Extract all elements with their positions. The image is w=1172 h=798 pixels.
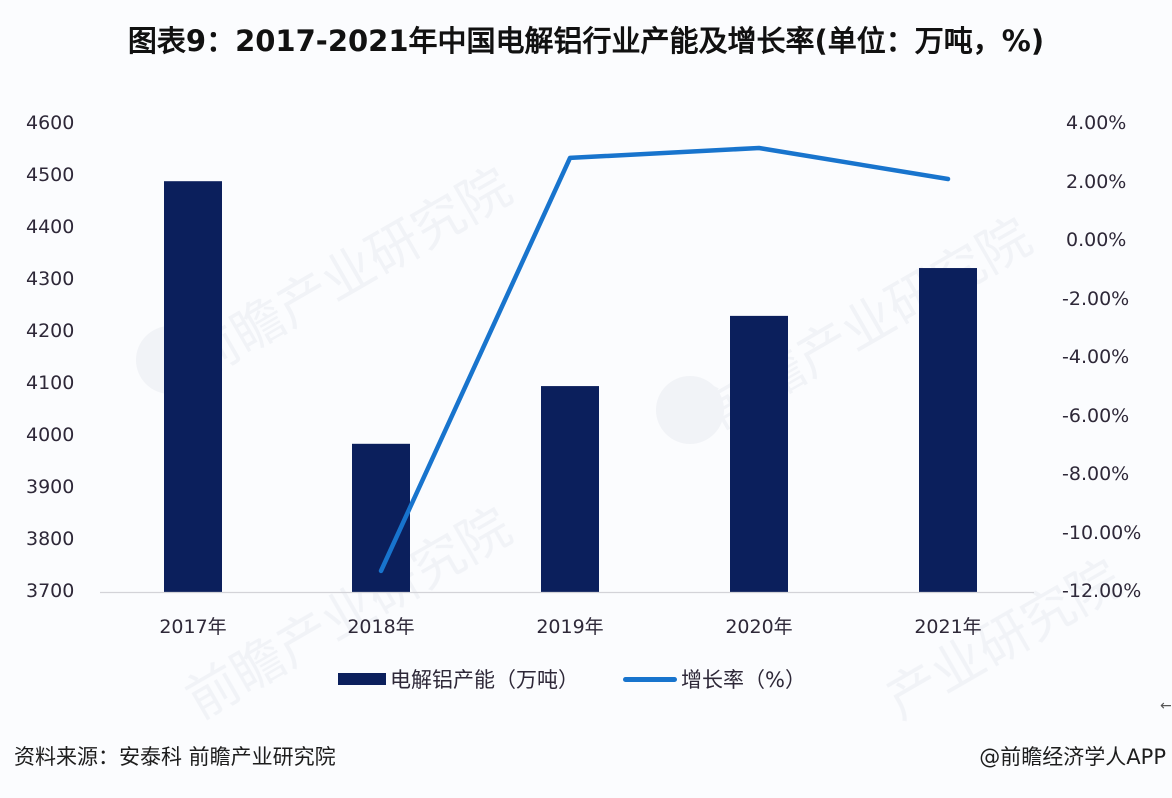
y-right-tick: -2.00% <box>1062 288 1130 310</box>
watermark: 前瞻产业研究院 前瞻产业研究院 前瞻产业研究院 产业研究院 <box>136 157 1132 731</box>
source-note: 资料来源：安泰科 前瞻产业研究院 <box>14 745 336 769</box>
y-left-tick: 4100 <box>26 372 75 394</box>
y-right-tick: -4.00% <box>1062 346 1130 368</box>
y-left-tick: 4300 <box>26 268 75 290</box>
y-right-tick: -10.00% <box>1062 522 1142 544</box>
bar <box>730 315 788 592</box>
y-left-tick: 4000 <box>26 424 75 446</box>
bar-series <box>164 181 977 592</box>
back-arrow-icon[interactable]: ← <box>1160 698 1172 714</box>
bar <box>541 386 599 592</box>
legend-label: 增长率（%） <box>681 668 806 692</box>
y-left-tick: 4400 <box>26 216 75 238</box>
y-right-tick: -6.00% <box>1062 405 1130 427</box>
x-tick: 2017年 <box>159 616 227 638</box>
legend-item-growth[interactable]: 增长率（%） <box>623 664 806 694</box>
x-tick: 2019年 <box>536 616 604 638</box>
credit-note: @前瞻经济学人APP <box>979 745 1166 769</box>
growth-rate-line <box>378 145 951 574</box>
x-tick: 2018年 <box>347 616 415 638</box>
bar <box>164 181 222 592</box>
x-tick: 2020年 <box>725 616 793 638</box>
y-right-tick: 0.00% <box>1066 229 1127 251</box>
y-left-tick: 3700 <box>26 580 75 602</box>
svg-text:产业研究院: 产业研究院 <box>877 549 1132 731</box>
y-right-tick: -8.00% <box>1062 463 1130 485</box>
y-left-tick: 3800 <box>26 528 75 550</box>
bar-swatch-icon <box>338 673 386 685</box>
line-swatch-icon <box>623 676 677 682</box>
legend-item-capacity[interactable]: 电解铝产能（万吨） <box>338 664 579 694</box>
y-left-tick: 4200 <box>26 320 75 342</box>
legend-label: 电解铝产能（万吨） <box>390 668 579 692</box>
x-tick: 2021年 <box>914 616 982 638</box>
svg-text:前瞻产业研究院: 前瞻产业研究院 <box>177 157 522 391</box>
bar <box>919 268 977 592</box>
legend: 电解铝产能（万吨） 增长率（%） <box>338 664 806 694</box>
y-right-tick: -12.00% <box>1062 580 1142 602</box>
chart-title: 图表9：2017-2021年中国电解铝行业产能及增长率(单位：万吨，%) <box>127 24 1045 58</box>
y-left-tick: 4500 <box>26 164 75 186</box>
y-right-tick: 4.00% <box>1066 112 1127 134</box>
y-left-tick: 4600 <box>26 112 75 134</box>
y-left-tick: 3900 <box>26 476 75 498</box>
y-right-tick: 2.00% <box>1066 171 1127 193</box>
